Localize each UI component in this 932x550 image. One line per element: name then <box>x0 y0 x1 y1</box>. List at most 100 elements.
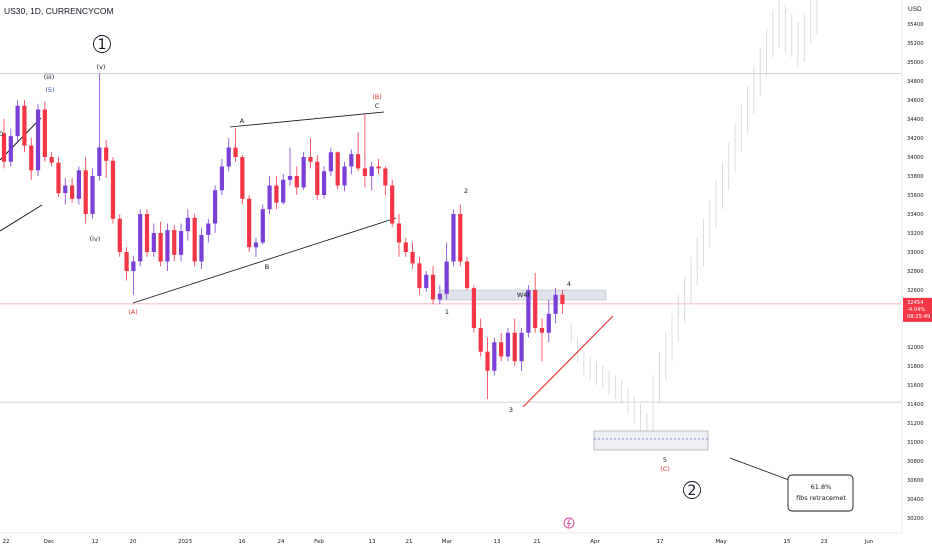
candle[interactable] <box>49 152 54 167</box>
price-tag-box <box>903 297 932 322</box>
candle[interactable] <box>396 214 402 257</box>
candle-body <box>253 242 259 248</box>
candle[interactable] <box>131 255 136 295</box>
candle[interactable] <box>424 271 429 292</box>
candle[interactable] <box>247 195 252 252</box>
candle[interactable] <box>178 223 184 262</box>
candle[interactable] <box>144 209 150 257</box>
candle[interactable] <box>383 166 388 196</box>
candle[interactable] <box>233 128 238 162</box>
candle-body <box>76 170 82 199</box>
y-tick-label: 30800 <box>907 459 924 465</box>
candle[interactable] <box>185 209 190 241</box>
candle[interactable] <box>464 256 470 290</box>
candle[interactable] <box>97 73 102 181</box>
candle[interactable] <box>526 285 531 338</box>
candle[interactable] <box>8 128 13 167</box>
candle[interactable] <box>349 149 354 175</box>
candle[interactable] <box>35 103 41 176</box>
candle[interactable] <box>240 155 245 205</box>
candle[interactable] <box>451 209 456 267</box>
candle[interactable] <box>151 223 156 257</box>
candle-body <box>403 242 408 252</box>
candle[interactable] <box>410 242 415 270</box>
candle[interactable] <box>437 285 442 305</box>
candle[interactable] <box>287 147 293 186</box>
candle-body <box>308 157 313 162</box>
candle[interactable] <box>192 214 197 267</box>
candle-body <box>471 288 476 328</box>
candle[interactable] <box>362 114 368 188</box>
x-tick-label: 21 <box>534 539 541 545</box>
candle[interactable] <box>315 155 320 200</box>
candle[interactable] <box>42 101 47 162</box>
candle[interactable] <box>22 100 27 153</box>
candle[interactable] <box>226 138 231 172</box>
candle[interactable] <box>158 221 163 267</box>
candle[interactable] <box>430 266 436 305</box>
candle[interactable] <box>512 318 517 367</box>
candle[interactable] <box>63 177 68 205</box>
candle[interactable] <box>519 328 524 371</box>
candle[interactable] <box>485 337 490 400</box>
candle[interactable] <box>76 166 82 205</box>
candle[interactable] <box>206 218 211 243</box>
candle[interactable] <box>281 174 286 205</box>
candle[interactable] <box>219 158 225 195</box>
candle[interactable] <box>260 204 265 245</box>
candle[interactable] <box>390 179 395 228</box>
candle[interactable] <box>15 100 20 143</box>
candle[interactable] <box>83 157 88 224</box>
candle[interactable] <box>478 318 483 357</box>
candle[interactable] <box>29 138 34 180</box>
candle[interactable] <box>104 139 109 178</box>
x-tick-label: 12 <box>92 539 99 545</box>
candle[interactable] <box>253 237 259 257</box>
candle[interactable] <box>376 158 381 175</box>
candle-body <box>560 294 565 304</box>
candle[interactable] <box>546 299 551 343</box>
candle[interactable] <box>539 318 545 362</box>
candle[interactable] <box>56 157 61 197</box>
x-tick-label: 21 <box>406 539 413 545</box>
wave-iii-label: (iii) <box>44 73 55 81</box>
candle[interactable] <box>172 225 177 262</box>
candle[interactable] <box>499 332 504 362</box>
candle[interactable] <box>321 166 327 199</box>
candle-body <box>553 294 558 314</box>
candle[interactable] <box>213 185 218 234</box>
candle[interactable] <box>274 176 279 210</box>
candle[interactable] <box>117 214 122 257</box>
candle[interactable] <box>471 285 476 333</box>
candle[interactable] <box>444 242 449 300</box>
candle[interactable] <box>70 177 75 203</box>
candle[interactable] <box>492 337 497 376</box>
candle[interactable] <box>533 272 538 333</box>
candle[interactable] <box>110 157 116 224</box>
candle[interactable] <box>308 138 313 169</box>
candle[interactable] <box>553 288 558 324</box>
candle[interactable] <box>560 290 565 314</box>
candle[interactable] <box>417 256 422 295</box>
candle[interactable] <box>165 223 170 272</box>
candle-body <box>424 274 429 289</box>
candle[interactable] <box>458 204 463 267</box>
candle[interactable] <box>267 176 272 214</box>
candle[interactable] <box>1 119 7 169</box>
candle[interactable] <box>138 209 143 267</box>
candle[interactable] <box>199 228 204 270</box>
candle[interactable] <box>294 166 299 196</box>
candle[interactable] <box>301 152 306 191</box>
candle[interactable] <box>505 328 511 362</box>
candle[interactable] <box>369 161 374 191</box>
candle[interactable] <box>328 147 333 177</box>
candle-body <box>533 290 538 328</box>
candle[interactable] <box>124 247 129 281</box>
candle[interactable] <box>335 151 340 190</box>
candle[interactable] <box>356 132 361 172</box>
candle-body <box>1 133 7 162</box>
candle[interactable] <box>342 161 347 192</box>
candle[interactable] <box>90 168 95 219</box>
candle[interactable] <box>403 237 408 257</box>
